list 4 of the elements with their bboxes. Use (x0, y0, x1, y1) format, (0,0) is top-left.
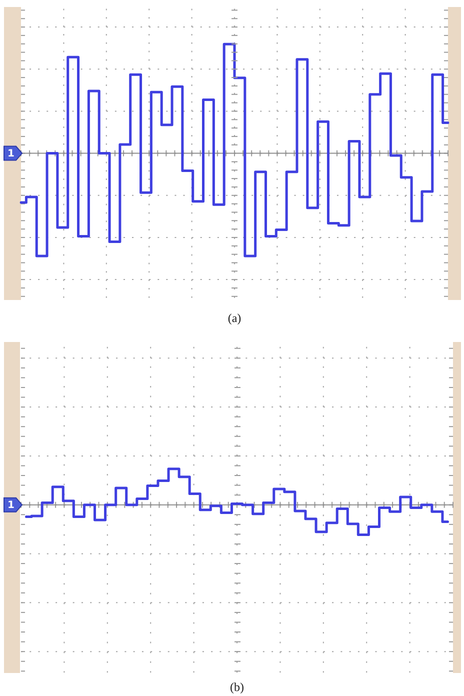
annotation: 1 (8, 148, 15, 160)
annotation: 1 (8, 500, 15, 511)
text: (b) (230, 680, 244, 694)
text: (a) (228, 310, 242, 325)
